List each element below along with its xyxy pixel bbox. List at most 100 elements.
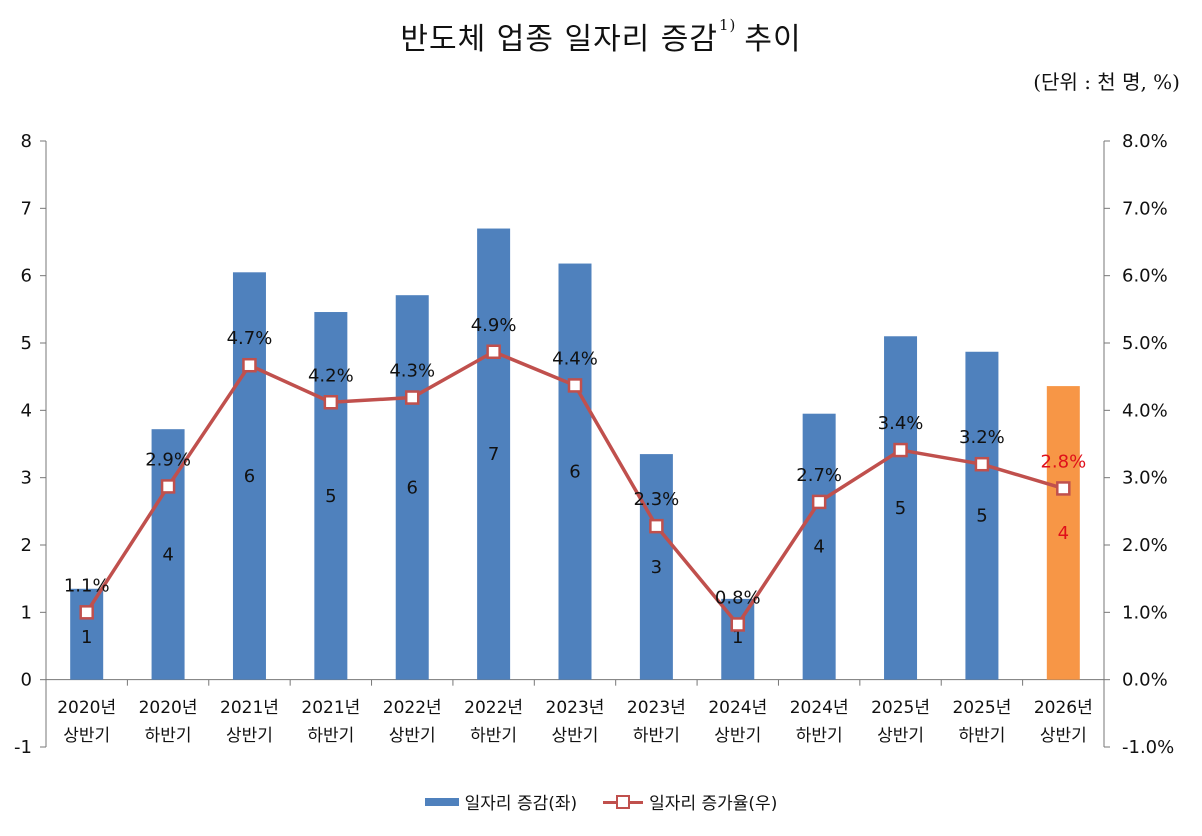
rate-marker (1056, 481, 1071, 496)
legend-bar-label: 일자리 증감(좌) (464, 794, 578, 814)
y-left-tick-label: 5 (21, 333, 32, 354)
x-tick-label-half: 하반기 (470, 726, 517, 746)
rate-value-label: 2.8% (1040, 451, 1086, 472)
bar (395, 295, 429, 680)
chart-title-suffix: 추이 (744, 22, 802, 57)
bar-value-label: 6 (244, 466, 255, 487)
rate-value-label: 0.8% (715, 587, 761, 608)
rate-value-label: 4.4% (552, 348, 598, 369)
legend-bar-swatch (424, 797, 459, 806)
x-tick-label-year: 2026년 (1034, 698, 1093, 718)
rate-value-label: 4.7% (227, 328, 273, 349)
legend-line-label: 일자리 증가율(우) (649, 794, 778, 814)
rate-marker (160, 479, 176, 494)
legend-item-line: 일자리 증가율(우) (603, 789, 777, 814)
bar-value-label: 5 (976, 506, 987, 527)
x-tick-label-year: 2024년 (708, 698, 767, 718)
bar (477, 228, 511, 680)
y-right-tick-label: 2.0% (1122, 535, 1168, 556)
rate-marker (811, 494, 827, 510)
y-right-tick-label: 6.0% (1122, 266, 1168, 287)
rate-marker (323, 395, 339, 410)
x-tick-label-half: 하반기 (145, 726, 192, 746)
bar (965, 351, 999, 680)
x-tick-label-half: 상반기 (63, 726, 110, 746)
x-tick-label-year: 2020년 (57, 698, 116, 718)
x-tick-label-year: 2021년 (220, 698, 279, 718)
bar-value-label: 4 (162, 544, 173, 565)
chart-title: 반도체 업종 일자리 증감1) 추이 (0, 14, 1202, 58)
bar (639, 454, 673, 680)
y-left-tick-label: 2 (21, 535, 32, 556)
rate-value-label: 4.3% (389, 361, 435, 382)
legend-item-bar: 일자리 증감(좌) (424, 789, 578, 814)
x-tick-label-year: 2023년 (627, 698, 686, 718)
y-left-tick-label: 8 (21, 131, 32, 152)
x-tick-label-half: 상반기 (714, 726, 761, 746)
y-right-tick-label: 3.0% (1122, 468, 1168, 489)
x-tick-label-year: 2025년 (952, 698, 1011, 718)
bar-value-label: 5 (325, 486, 336, 507)
rate-marker (730, 617, 746, 632)
bar (884, 336, 918, 680)
bar-value-label: 6 (569, 462, 580, 483)
x-tick-label-year: 2025년 (871, 698, 930, 718)
rate-marker (974, 456, 990, 472)
rate-marker (567, 378, 583, 393)
x-tick-label-half: 상반기 (389, 726, 436, 746)
bar-value-label: 3 (651, 557, 662, 578)
x-tick-label-year: 2022년 (464, 698, 523, 718)
y-right-tick-label: 5.0% (1122, 333, 1168, 354)
x-tick-label-half: 하반기 (633, 726, 680, 746)
rate-marker (649, 518, 664, 534)
y-right-tick-label: 4.0% (1122, 400, 1168, 421)
x-tick-label-half: 상반기 (552, 726, 599, 746)
x-tick-label-year: 2023년 (546, 698, 605, 718)
x-tick-label-year: 2020년 (139, 698, 198, 718)
bar-value-label: 5 (895, 498, 906, 519)
x-tick-label-half: 하반기 (958, 726, 1005, 746)
rate-marker (486, 344, 501, 360)
bar-value-label: 1 (81, 627, 92, 648)
legend: 일자리 증감(좌) 일자리 증가율(우) (0, 789, 1202, 814)
bar-value-label: 4 (1058, 523, 1069, 544)
x-tick-label-half: 상반기 (1040, 726, 1087, 746)
bar (70, 588, 104, 680)
rate-marker (79, 605, 94, 620)
bar-value-label: 6 (407, 477, 418, 498)
y-right-tick-label: 8.0% (1122, 131, 1168, 152)
y-left-tick-label: 4 (21, 400, 32, 421)
x-tick-label-half: 하반기 (796, 726, 843, 746)
rate-value-label: 3.2% (959, 427, 1005, 448)
chart-title-main: 반도체 업종 일자리 증감 (400, 22, 718, 57)
rate-value-label: 2.7% (796, 465, 842, 486)
y-left-tick-label: 0 (21, 670, 32, 691)
rate-value-label: 2.3% (634, 489, 680, 510)
legend-line-swatch (603, 794, 644, 809)
y-right-tick-label: 0.0% (1122, 670, 1168, 691)
chart-title-footnote: 1) (719, 16, 737, 34)
bar (802, 413, 836, 680)
rate-marker (242, 357, 257, 373)
rate-value-label: 3.4% (878, 413, 924, 434)
x-tick-label-half: 상반기 (877, 726, 924, 746)
x-tick-label-year: 2021년 (301, 698, 360, 718)
rate-marker (404, 390, 420, 405)
bar-value-label: 4 (813, 537, 824, 558)
bar (314, 312, 348, 680)
y-left-tick-label: 1 (21, 602, 32, 623)
rate-value-label: 4.9% (471, 315, 517, 336)
y-right-tick-label: -1.0% (1122, 737, 1174, 758)
y-left-tick-label: 7 (21, 198, 32, 219)
unit-label: (단위 : 천 명, %) (1033, 70, 1180, 94)
bar (1046, 386, 1080, 680)
y-left-tick-label: 6 (21, 266, 32, 287)
x-tick-label-year: 2024년 (790, 698, 849, 718)
bar-value-label: 1 (732, 627, 743, 648)
y-right-tick-label: 1.0% (1122, 602, 1168, 623)
x-tick-label-half: 상반기 (226, 726, 273, 746)
y-left-tick-label: -1 (14, 737, 32, 758)
bar-value-label: 7 (488, 444, 499, 465)
rate-marker (893, 442, 908, 458)
